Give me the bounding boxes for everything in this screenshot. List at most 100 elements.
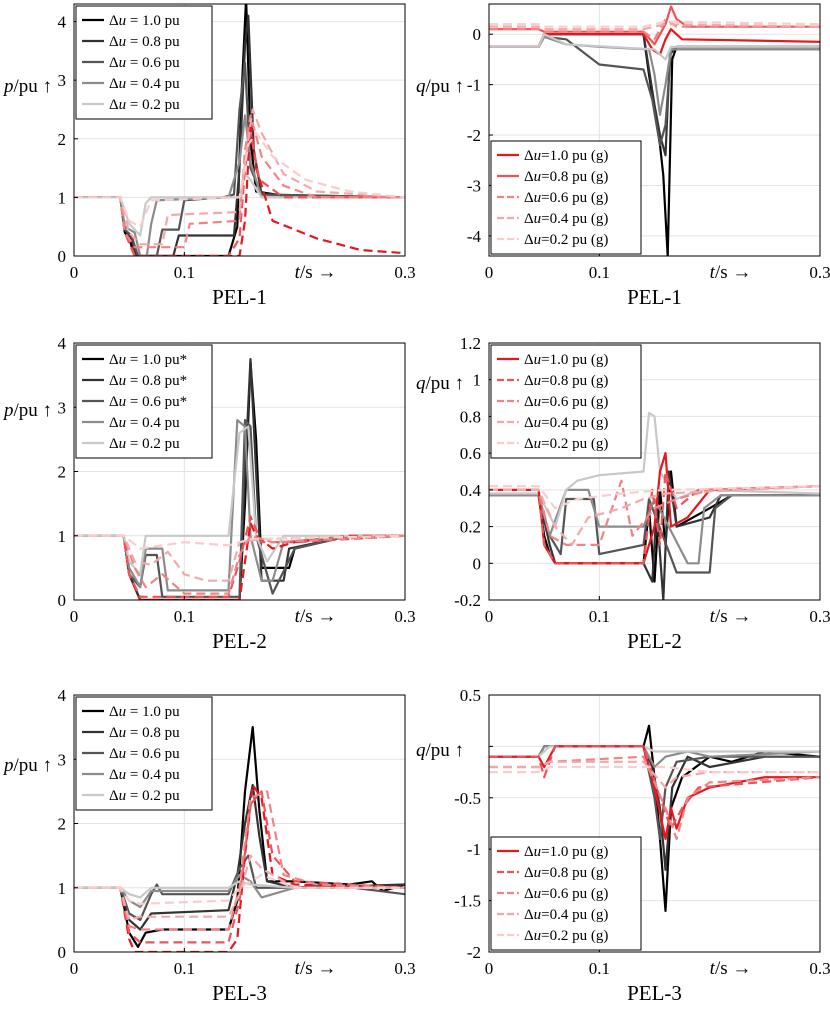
series-group <box>74 358 405 600</box>
legend-label: Δu=0.2 pu (g) <box>524 436 608 452</box>
x-tick-label: 0.1 <box>589 959 610 978</box>
y-tick-label: 1 <box>473 371 482 390</box>
legend: Δu=1.0 pu (g) Δu=0.8 pu (g) Δu=0.6 pu (g) Δ… <box>490 140 642 255</box>
series-line-10 <box>489 33 820 61</box>
panel-title: PEL-2 <box>627 629 682 653</box>
plot-frame <box>488 342 821 601</box>
x-tick-label: 0.1 <box>589 607 610 626</box>
series-group <box>74 4 405 256</box>
y-tick-label: 2 <box>58 463 67 482</box>
y-axis-label: p/pu ↑ <box>2 400 52 421</box>
series-line-7 <box>74 131 405 256</box>
x-axis-label: t/s → <box>710 606 752 627</box>
x-tick-label: 0 <box>70 959 79 978</box>
series-line-8 <box>74 114 405 249</box>
y-tick-label: 2 <box>58 815 67 834</box>
series-line-9 <box>74 108 405 246</box>
series-line-8 <box>489 23 820 31</box>
legend-label: Δu=0.4 pu (g) <box>524 907 608 923</box>
y-tick-label: -2 <box>467 126 481 145</box>
series-group <box>489 411 820 600</box>
y-tick-label: 3 <box>58 750 67 769</box>
series-line-6 <box>74 120 405 256</box>
legend: Δu=1.0 pu (g) Δu=0.8 pu (g) Δu=0.6 pu (g) Δ… <box>490 836 642 951</box>
x-tick-label: 0.3 <box>394 959 415 978</box>
x-tick-label: 0.3 <box>394 607 415 626</box>
panel-title: PEL-1 <box>212 285 267 309</box>
legend-label: Δu=0.6 pu (g) <box>524 394 608 410</box>
legend-label: Δu = 0.4 pu <box>109 767 180 783</box>
series-line-10 <box>489 765 820 774</box>
x-tick-label: 0.1 <box>174 607 195 626</box>
series-line-5 <box>489 745 820 758</box>
legend-box <box>490 344 642 459</box>
legend-label: Δu=1.0 pu (g) <box>524 352 608 368</box>
legend-label: Δu = 0.8 pu* <box>109 373 187 389</box>
y-axis-label: q/pu ↑ <box>416 76 464 97</box>
series-line-7 <box>74 515 405 598</box>
y-axis-label: p/pu ↑ <box>2 76 52 97</box>
y-tick-label: 0 <box>473 25 482 44</box>
y-axis-label: q/pu ↑ <box>416 373 464 394</box>
legend: Δu = 1.0 pu* Δu = 0.8 pu* Δu = 0.6 pu* Δu =… <box>75 344 213 459</box>
legend-box <box>490 836 642 951</box>
x-tick-label: 0 <box>485 263 494 282</box>
y-tick-label: 0 <box>58 943 67 962</box>
y-tick-label: -4 <box>467 227 482 246</box>
series-line-10 <box>74 131 405 228</box>
legend-label: Δu=0.8 pu (g) <box>524 169 608 185</box>
series-line-9 <box>489 760 820 789</box>
plot-frame <box>488 3 821 257</box>
series-line-9 <box>74 854 405 922</box>
y-tick-label: -3 <box>467 176 481 195</box>
y-tick-label: 4 <box>58 13 67 32</box>
x-tick-label: 0 <box>485 607 494 626</box>
x-tick-label: 0 <box>70 607 79 626</box>
series-line-6 <box>489 745 820 841</box>
series-line-4 <box>74 419 405 592</box>
panel-4: 0 0.1 0.3-0.200.20.40.60.811.2q/pu ↑t/s →P… <box>416 334 830 653</box>
legend-label: Δu=0.2 pu (g) <box>524 232 608 248</box>
series-line-10 <box>74 534 405 550</box>
panel-3: 0 0.1 0.3 0 1 2 3 4 p/pu ↑ t/s → PEL-2 Δu = 1.0 pu*… <box>2 334 416 653</box>
series-line-8 <box>74 790 405 931</box>
x-tick-label: 0.1 <box>174 263 195 282</box>
y-tick-label: 0.4 <box>460 481 482 500</box>
y-tick-label: 3 <box>58 71 67 90</box>
y-tick-label: -0.5 <box>454 789 481 808</box>
legend-label: Δu=1.0 pu (g) <box>524 844 608 860</box>
series-group <box>489 5 820 256</box>
series-line-3 <box>74 61 405 256</box>
legend-label: Δu = 0.8 pu <box>109 34 180 50</box>
legend-label: Δu=0.6 pu (g) <box>524 190 608 206</box>
legend-label: Δu = 0.2 pu <box>109 788 180 804</box>
legend-label: Δu=0.4 pu (g) <box>524 415 608 431</box>
series-line-3 <box>489 35 820 147</box>
x-axis-label: t/s → <box>295 606 337 627</box>
plot-frame <box>73 3 406 257</box>
x-tick-label: 0.1 <box>589 263 610 282</box>
panel-title: PEL-1 <box>627 285 682 309</box>
y-tick-label: 0.5 <box>460 686 481 705</box>
legend-label: Δu = 0.6 pu <box>109 55 180 71</box>
y-axis-label: q/pu ↑ <box>416 740 464 761</box>
legend-label: Δu = 0.2 pu <box>109 436 180 452</box>
panel-2: 0 0.1 0.3 -4 -3 -2 -1 0 q/pu ↑ t/s → PEL-1 Δu=1.0 p… <box>416 3 830 309</box>
y-tick-label: 0.6 <box>460 444 481 463</box>
x-axis-label: t/s → <box>710 958 752 979</box>
legend-label: Δu = 0.6 pu* <box>109 394 187 410</box>
series-line-8 <box>489 479 820 547</box>
series-line-3 <box>489 494 820 574</box>
y-tick-label: 1 <box>58 188 67 207</box>
panel-6: 0 0.1 0.3 -2 -1.5 -1 -0.5 0.5 q/pu ↑ t/s → PEL-3 Δu… <box>416 686 830 1005</box>
y-tick-label: 2 <box>58 130 67 149</box>
y-tick-label: -1 <box>467 840 481 859</box>
x-tick-label: 0.1 <box>174 959 195 978</box>
panel-title: PEL-2 <box>212 629 267 653</box>
series-line-5 <box>74 425 405 576</box>
panel-title: PEL-3 <box>212 981 267 1005</box>
legend-label: Δu=0.8 pu (g) <box>524 865 608 881</box>
